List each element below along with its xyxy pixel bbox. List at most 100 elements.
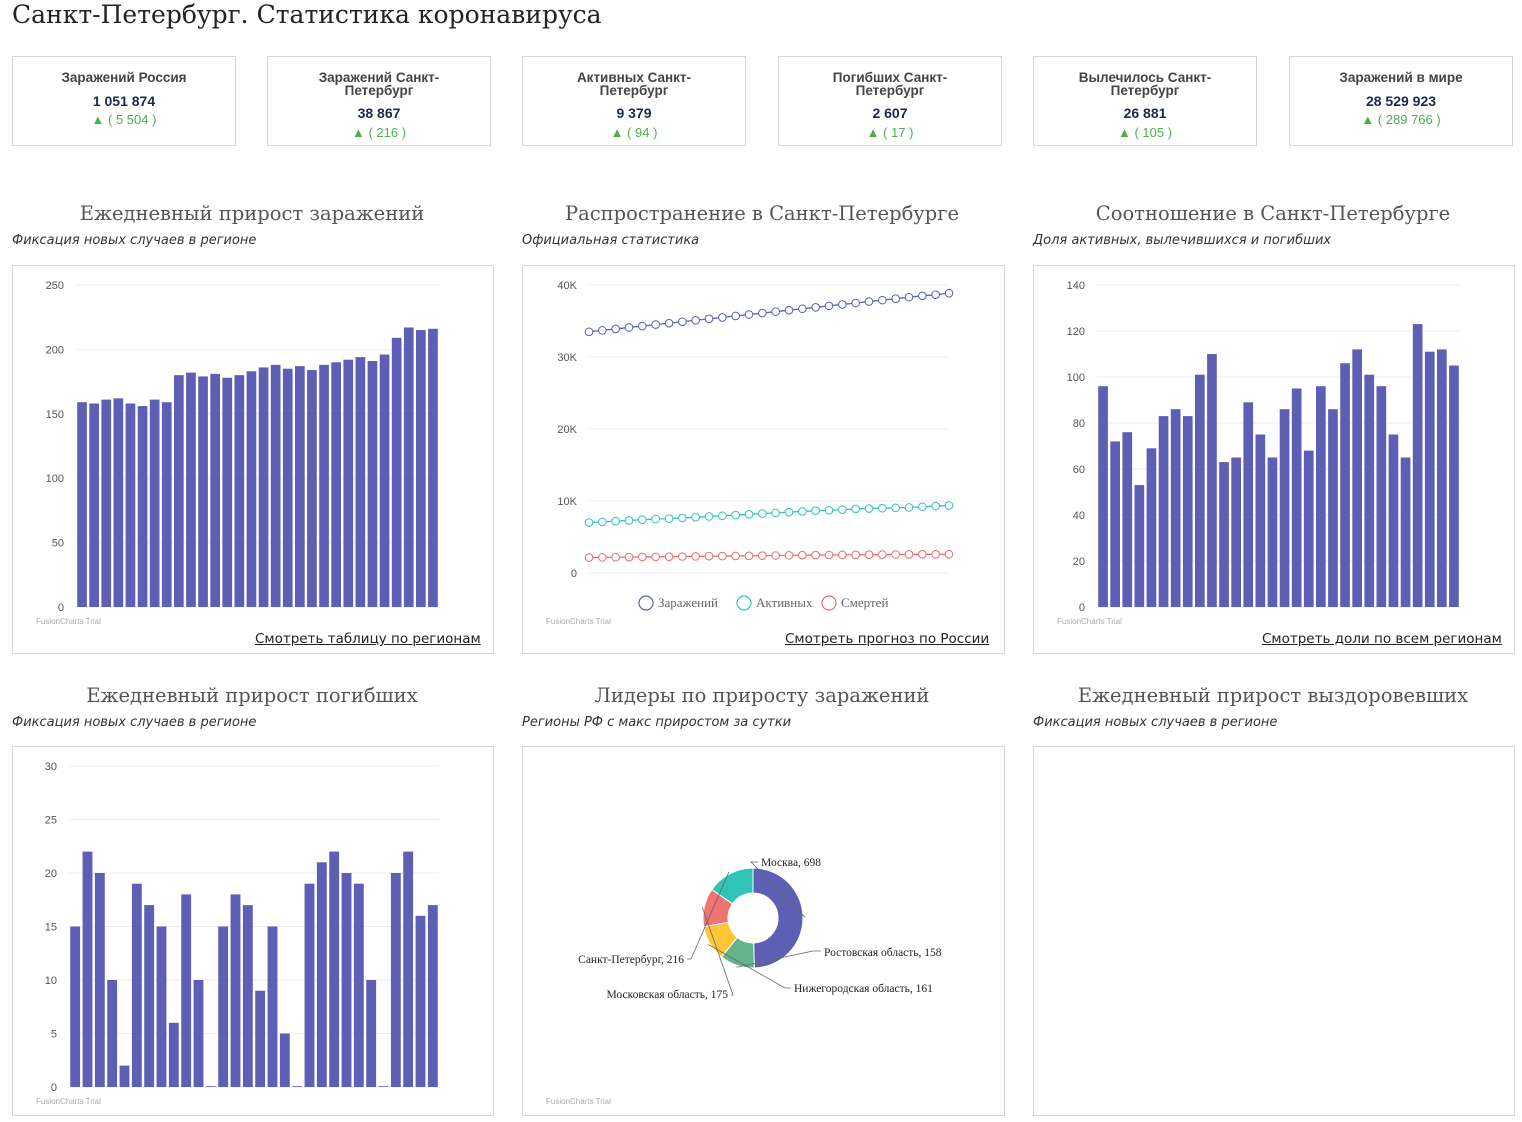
card-label: Заражений Россия (61, 70, 187, 85)
y-tick-label: 30 (45, 761, 57, 773)
section-subtitle-daily-deaths: Фиксация новых случаев в регионе (12, 715, 257, 730)
data-point (771, 508, 780, 518)
line-chart-spread: FusionCharts Trial 0 10K 20K 30K 40K Заражени… (546, 280, 954, 626)
section-subtitle-daily-recovered: Фиксация новых случаев в регионе (1033, 715, 1278, 730)
bar (1352, 349, 1362, 607)
section-subtitle-leaders: Регионы РФ с макс приростом за сутки (522, 715, 792, 730)
data-point (758, 551, 767, 560)
view-russia-forecast-link[interactable]: Смотреть прогноз по России (785, 631, 990, 647)
card-label: Погибших Санкт-Петербург (832, 70, 948, 98)
bar (1316, 386, 1326, 607)
y-tick-label: 0 (1079, 602, 1085, 614)
slice-label: Санкт-Петербург, 216 (578, 954, 684, 966)
bar (329, 851, 340, 1087)
bar (149, 399, 160, 607)
data-point (744, 310, 754, 319)
bar (1291, 388, 1302, 607)
slice-label: Московская область, 175 (606, 989, 728, 1001)
bar (267, 926, 278, 1087)
card-delta: ▲ ( 17 ) (866, 125, 914, 140)
slice-connector (701, 906, 734, 996)
section-title-spread: Распространение в Санкт-Петербурге (564, 202, 960, 225)
data-point (638, 552, 647, 562)
bar (316, 862, 327, 1087)
chart-panel-daily-recovered-empty (1033, 746, 1515, 1116)
data-point (798, 507, 807, 516)
data-point (758, 509, 767, 518)
bar (1170, 409, 1181, 607)
y-tick-label: 20K (557, 424, 577, 436)
bar (341, 873, 352, 1087)
card-delta: ▲ ( 216 ) (351, 125, 407, 140)
bar (161, 402, 172, 607)
view-regions-table-link[interactable]: Смотреть таблицу по регионам (255, 631, 481, 647)
legend-marker (736, 595, 752, 611)
data-point (864, 504, 874, 513)
bar (234, 375, 245, 607)
data-point (864, 297, 874, 306)
chart-panel-spread: FusionCharts Trial 0 10K 20K 30K 40K Заражени… (522, 265, 1005, 654)
data-point (918, 502, 927, 512)
bar (1364, 374, 1375, 607)
bar (255, 990, 266, 1087)
y-tick-label: 25 (45, 815, 57, 827)
bar-chart-daily-infections: FusionCharts Trial 0 50 100 150 200 250 (36, 280, 439, 626)
bar (1279, 409, 1290, 607)
data-point (851, 550, 860, 560)
bar (379, 354, 390, 607)
bar (210, 373, 220, 607)
bar (70, 926, 81, 1087)
bar (403, 327, 414, 607)
bar (246, 371, 257, 607)
y-tick-label: 140 (1067, 280, 1085, 292)
data-point (731, 551, 740, 561)
bar (258, 367, 269, 607)
bar (391, 337, 402, 607)
bar (242, 905, 253, 1087)
chart-panel-daily-deaths: FusionCharts Trial 0 5 10 15 20 25 30 (12, 746, 494, 1116)
legend-marker (638, 595, 654, 611)
y-tick-label: 200 (46, 344, 64, 356)
data-point (718, 313, 727, 322)
card-delta: ▲ ( 105 ) (1117, 125, 1173, 140)
data-point (838, 505, 847, 514)
series-line (588, 553, 950, 559)
bar (403, 851, 414, 1087)
y-tick-label: 15 (45, 922, 57, 934)
y-tick-label: 100 (46, 473, 64, 485)
chart-watermark: FusionCharts Trial (1057, 617, 1122, 626)
bar (319, 364, 329, 607)
section-title-daily-recovered: Ежедневный прирост выздоровевших (1077, 684, 1469, 707)
bar (1303, 450, 1314, 607)
y-tick-label: 10K (557, 496, 577, 508)
data-point (864, 550, 874, 560)
y-tick-label: 100 (1067, 372, 1085, 384)
card-delta: ▲ ( 5 504 ) (91, 112, 157, 127)
slice-connector (750, 861, 806, 918)
bar (1400, 457, 1411, 607)
data-point (918, 550, 927, 559)
section-title-leaders: Лидеры по приросту заражений (594, 684, 930, 707)
bar (230, 894, 241, 1087)
data-point (811, 303, 820, 312)
data-point (718, 551, 727, 561)
bar (295, 366, 305, 607)
data-point (891, 550, 900, 559)
bar (282, 368, 293, 607)
data-point (904, 503, 914, 512)
data-point (798, 550, 807, 560)
data-point (598, 326, 607, 335)
bar (1424, 351, 1435, 607)
data-point (931, 290, 940, 300)
view-all-regions-shares-link[interactable]: Смотреть доли по всем регионам (1262, 631, 1502, 647)
stat-card-spb-recovered: Вылечилось Санкт-Петербург 26 881 ▲ ( 10… (1033, 56, 1257, 146)
section-subtitle-ratio: Доля активных, вылечившихся и погибших (1033, 233, 1332, 248)
data-point (598, 517, 607, 527)
doughnut-chart-leaders: FusionCharts Trial Москва, 698 Ростовская… (546, 857, 942, 1106)
y-tick-label: 250 (46, 280, 64, 292)
bar (416, 330, 426, 607)
data-point (651, 552, 660, 562)
bar (107, 980, 118, 1087)
bar (292, 1086, 303, 1087)
slice-label: Нижегородская область, 161 (794, 983, 933, 995)
